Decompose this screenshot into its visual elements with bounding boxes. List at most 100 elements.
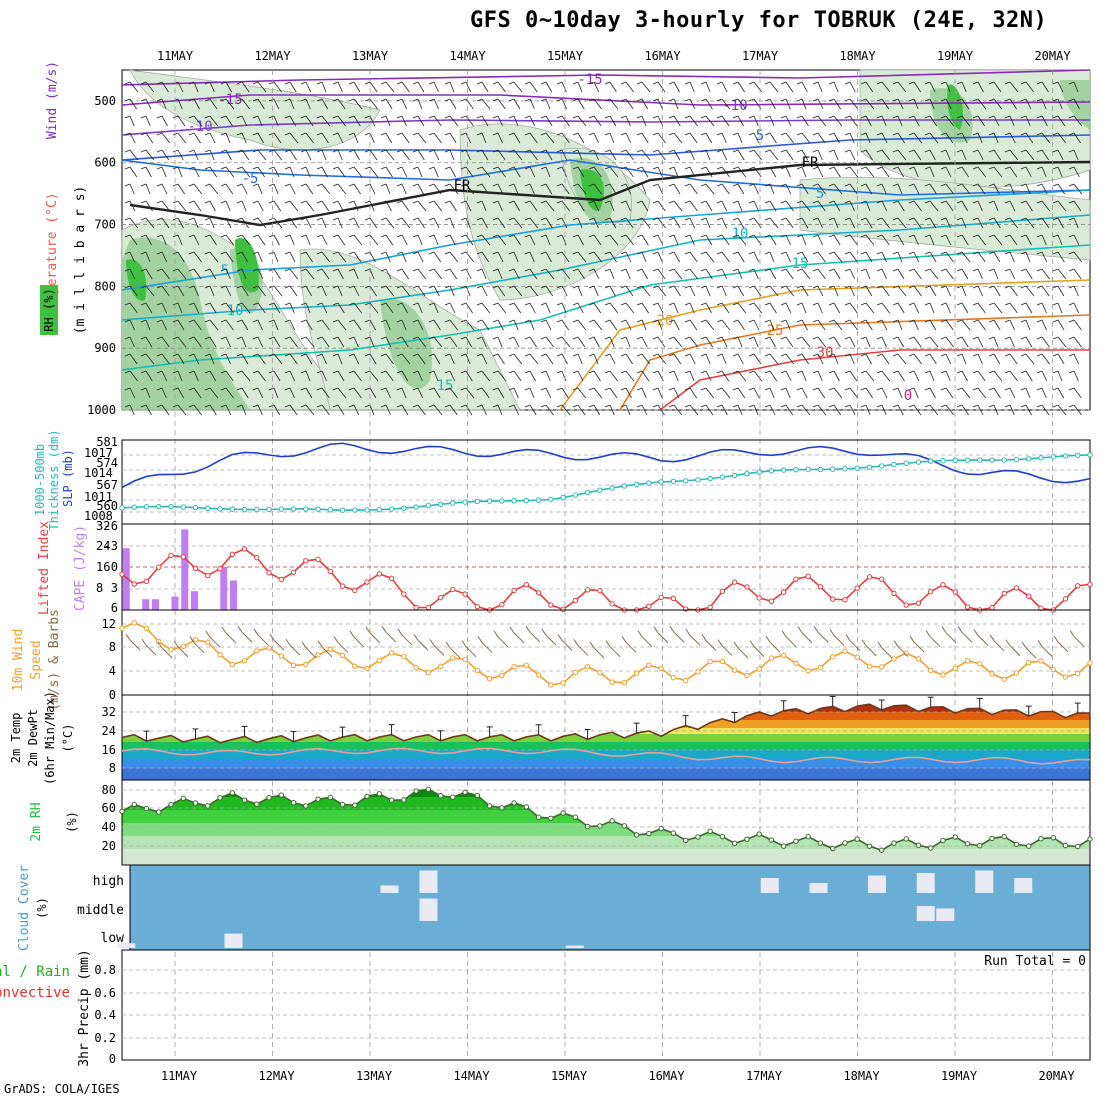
upper-wind-barb [833,336,841,348]
upper-wind-barb-flag [236,268,243,272]
lifted-index-line-point [780,589,787,595]
upper-wind-barb-flag [764,217,771,221]
upper-wind-barb [161,183,168,195]
upper-wind-barb [1025,200,1033,212]
upper-wind-barb [369,200,375,212]
upper-wind-barb-flag [732,217,739,221]
upper-wind-barb [801,200,811,212]
surface-wind-barb-flag [1005,639,1011,647]
upper-wind-barb [561,387,569,399]
upper-wind-barb-flag [588,98,595,102]
upper-wind-barb [865,149,873,161]
thickness-line-point [217,506,223,512]
upper-wind-barb-flag [300,166,307,170]
upper-wind-barb [1057,336,1067,348]
upper-wind-barb [737,81,745,93]
upper-wind-barb [817,387,826,399]
contour-label: -15 [217,92,242,108]
thickness-line-point [388,506,395,512]
wind-speed-line-point [560,680,566,686]
upper-wind-barb-flag [764,370,771,374]
temp-axis-label: 2m Temp [9,713,23,764]
upper-wind-barb-flag [140,217,147,221]
upper-wind-barb-flag [844,81,851,85]
upper-wind-barb-flag [1052,217,1059,221]
upper-wind-barb [577,234,584,246]
upper-wind-barb-flag [252,319,259,323]
thickness-line-point [266,506,272,513]
upper-wind-barb-flag [540,234,547,238]
upper-wind-barb-flag [236,353,243,357]
upper-wind-barb [753,404,759,416]
upper-wind-barb [385,217,395,229]
upper-wind-barb-flag [764,132,771,136]
rh-line-point [928,845,934,851]
upper-wind-barb-flag [172,251,179,255]
wind-speed-line-point [1038,658,1044,664]
upper-wind-barb-flag [236,98,243,102]
upper-wind-barb-flag [252,268,259,272]
upper-wind-barb-flag [716,387,723,391]
upper-wind-barb-flag [124,404,131,408]
upper-wind-barb [369,166,379,178]
upper-wind-barb [721,115,730,127]
upper-wind-barb-flag [1052,404,1059,408]
date-label-bottom: 16MAY [648,1069,685,1083]
upper-wind-barb [1041,200,1051,212]
lifted-index-line-point [1026,593,1032,599]
upper-wind-barb [897,166,904,178]
upper-wind-barb [225,149,232,161]
upper-wind-barb-flag [364,353,371,357]
upper-wind-barb-flag [412,353,419,357]
upper-wind-barb-flag [540,353,547,357]
upper-wind-barb-flag [1036,251,1043,255]
upper-wind-barb-flag [924,132,931,136]
upper-wind-barb-flag [364,404,371,408]
upper-wind-barb-flag [492,302,499,306]
upper-wind-barb [209,336,217,348]
upper-wind-barb [1041,132,1051,144]
upper-wind-barb-flag [188,183,195,187]
upper-wind-barb [881,285,890,297]
surface-wind-barb [849,640,861,652]
upper-wind-barb-flag [140,319,147,323]
upper-wind-barb [513,115,519,127]
wind-speed-line-point [462,656,468,663]
upper-wind-barb [513,234,521,246]
upper-wind-barb [529,132,538,144]
upper-wind-barb-flag [652,387,659,391]
upper-wind-barb [897,81,907,93]
surface-wind-barb-flag [509,626,515,634]
upper-wind-barb [577,285,583,297]
upper-wind-barb-flag [908,166,915,170]
upper-wind-barb [593,234,602,246]
upper-wind-barb [145,200,153,212]
upper-wind-barb [225,353,231,365]
upper-wind-barb-flag [540,166,547,170]
upper-wind-barb [145,166,152,178]
upper-wind-barb-flag [732,81,739,85]
upper-wind-barb [913,302,920,314]
upper-wind-barb [209,387,219,399]
upper-wind-barb-flag [812,251,819,255]
upper-wind-barb [577,217,583,229]
upper-wind-barb-flag [892,234,899,238]
upper-wind-barb-flag [460,285,467,289]
upper-wind-barb-flag [604,200,611,204]
upper-wind-barb [673,404,683,416]
temperature-contour [129,160,1091,227]
upper-wind-barb-flag [748,132,755,136]
upper-wind-barb [497,98,506,110]
upper-wind-barb-flag [620,115,627,119]
upper-wind-barb-flag [364,268,371,272]
upper-wind-barb-flag [620,319,627,323]
upper-wind-barb-flag [764,268,771,272]
upper-wind-barb [849,336,856,348]
upper-wind-barb-flag [220,336,227,340]
upper-wind-barb [593,200,600,212]
precip-conv-label: Convective [0,985,70,1001]
wind-speed-line-point [205,639,211,645]
upper-wind-barb [817,302,823,314]
upper-wind-barb-flag [316,115,323,119]
cloud-bar-high [1014,878,1033,893]
